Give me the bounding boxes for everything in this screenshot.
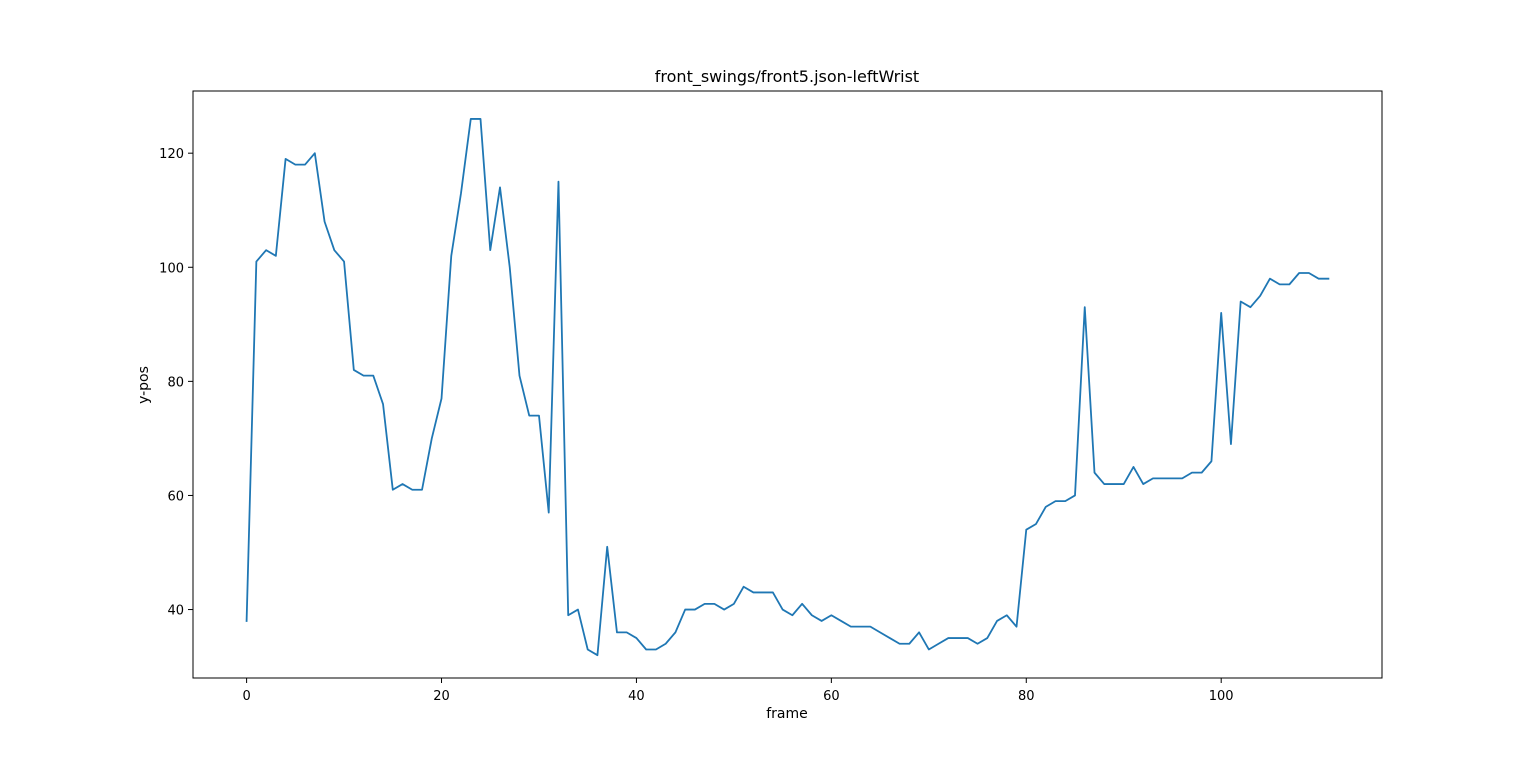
y-tick-label: 80	[167, 375, 184, 390]
axes-frame	[192, 90, 1383, 679]
x-tick-label: 20	[433, 689, 450, 704]
y-axis-label: y-pos	[136, 366, 152, 404]
chart-title: front_swings/front5.json-leftWrist	[655, 67, 919, 87]
y-tick-label: 120	[159, 147, 184, 162]
y-tick-label: 40	[167, 604, 184, 619]
plot-area: 0 20 40 60 80 100 40 60 80 100 120	[159, 90, 1383, 704]
x-tick-label: 80	[1018, 689, 1035, 704]
series-line-0	[245, 118, 1330, 657]
x-tick-label: 40	[628, 689, 645, 704]
x-tick-label: 0	[242, 689, 250, 704]
y-tick-label: 60	[167, 489, 184, 504]
x-axis-label: frame	[766, 706, 808, 722]
y-tick-label: 100	[159, 261, 184, 276]
x-tick-label: 100	[1209, 689, 1234, 704]
x-tick-label: 60	[823, 689, 840, 704]
